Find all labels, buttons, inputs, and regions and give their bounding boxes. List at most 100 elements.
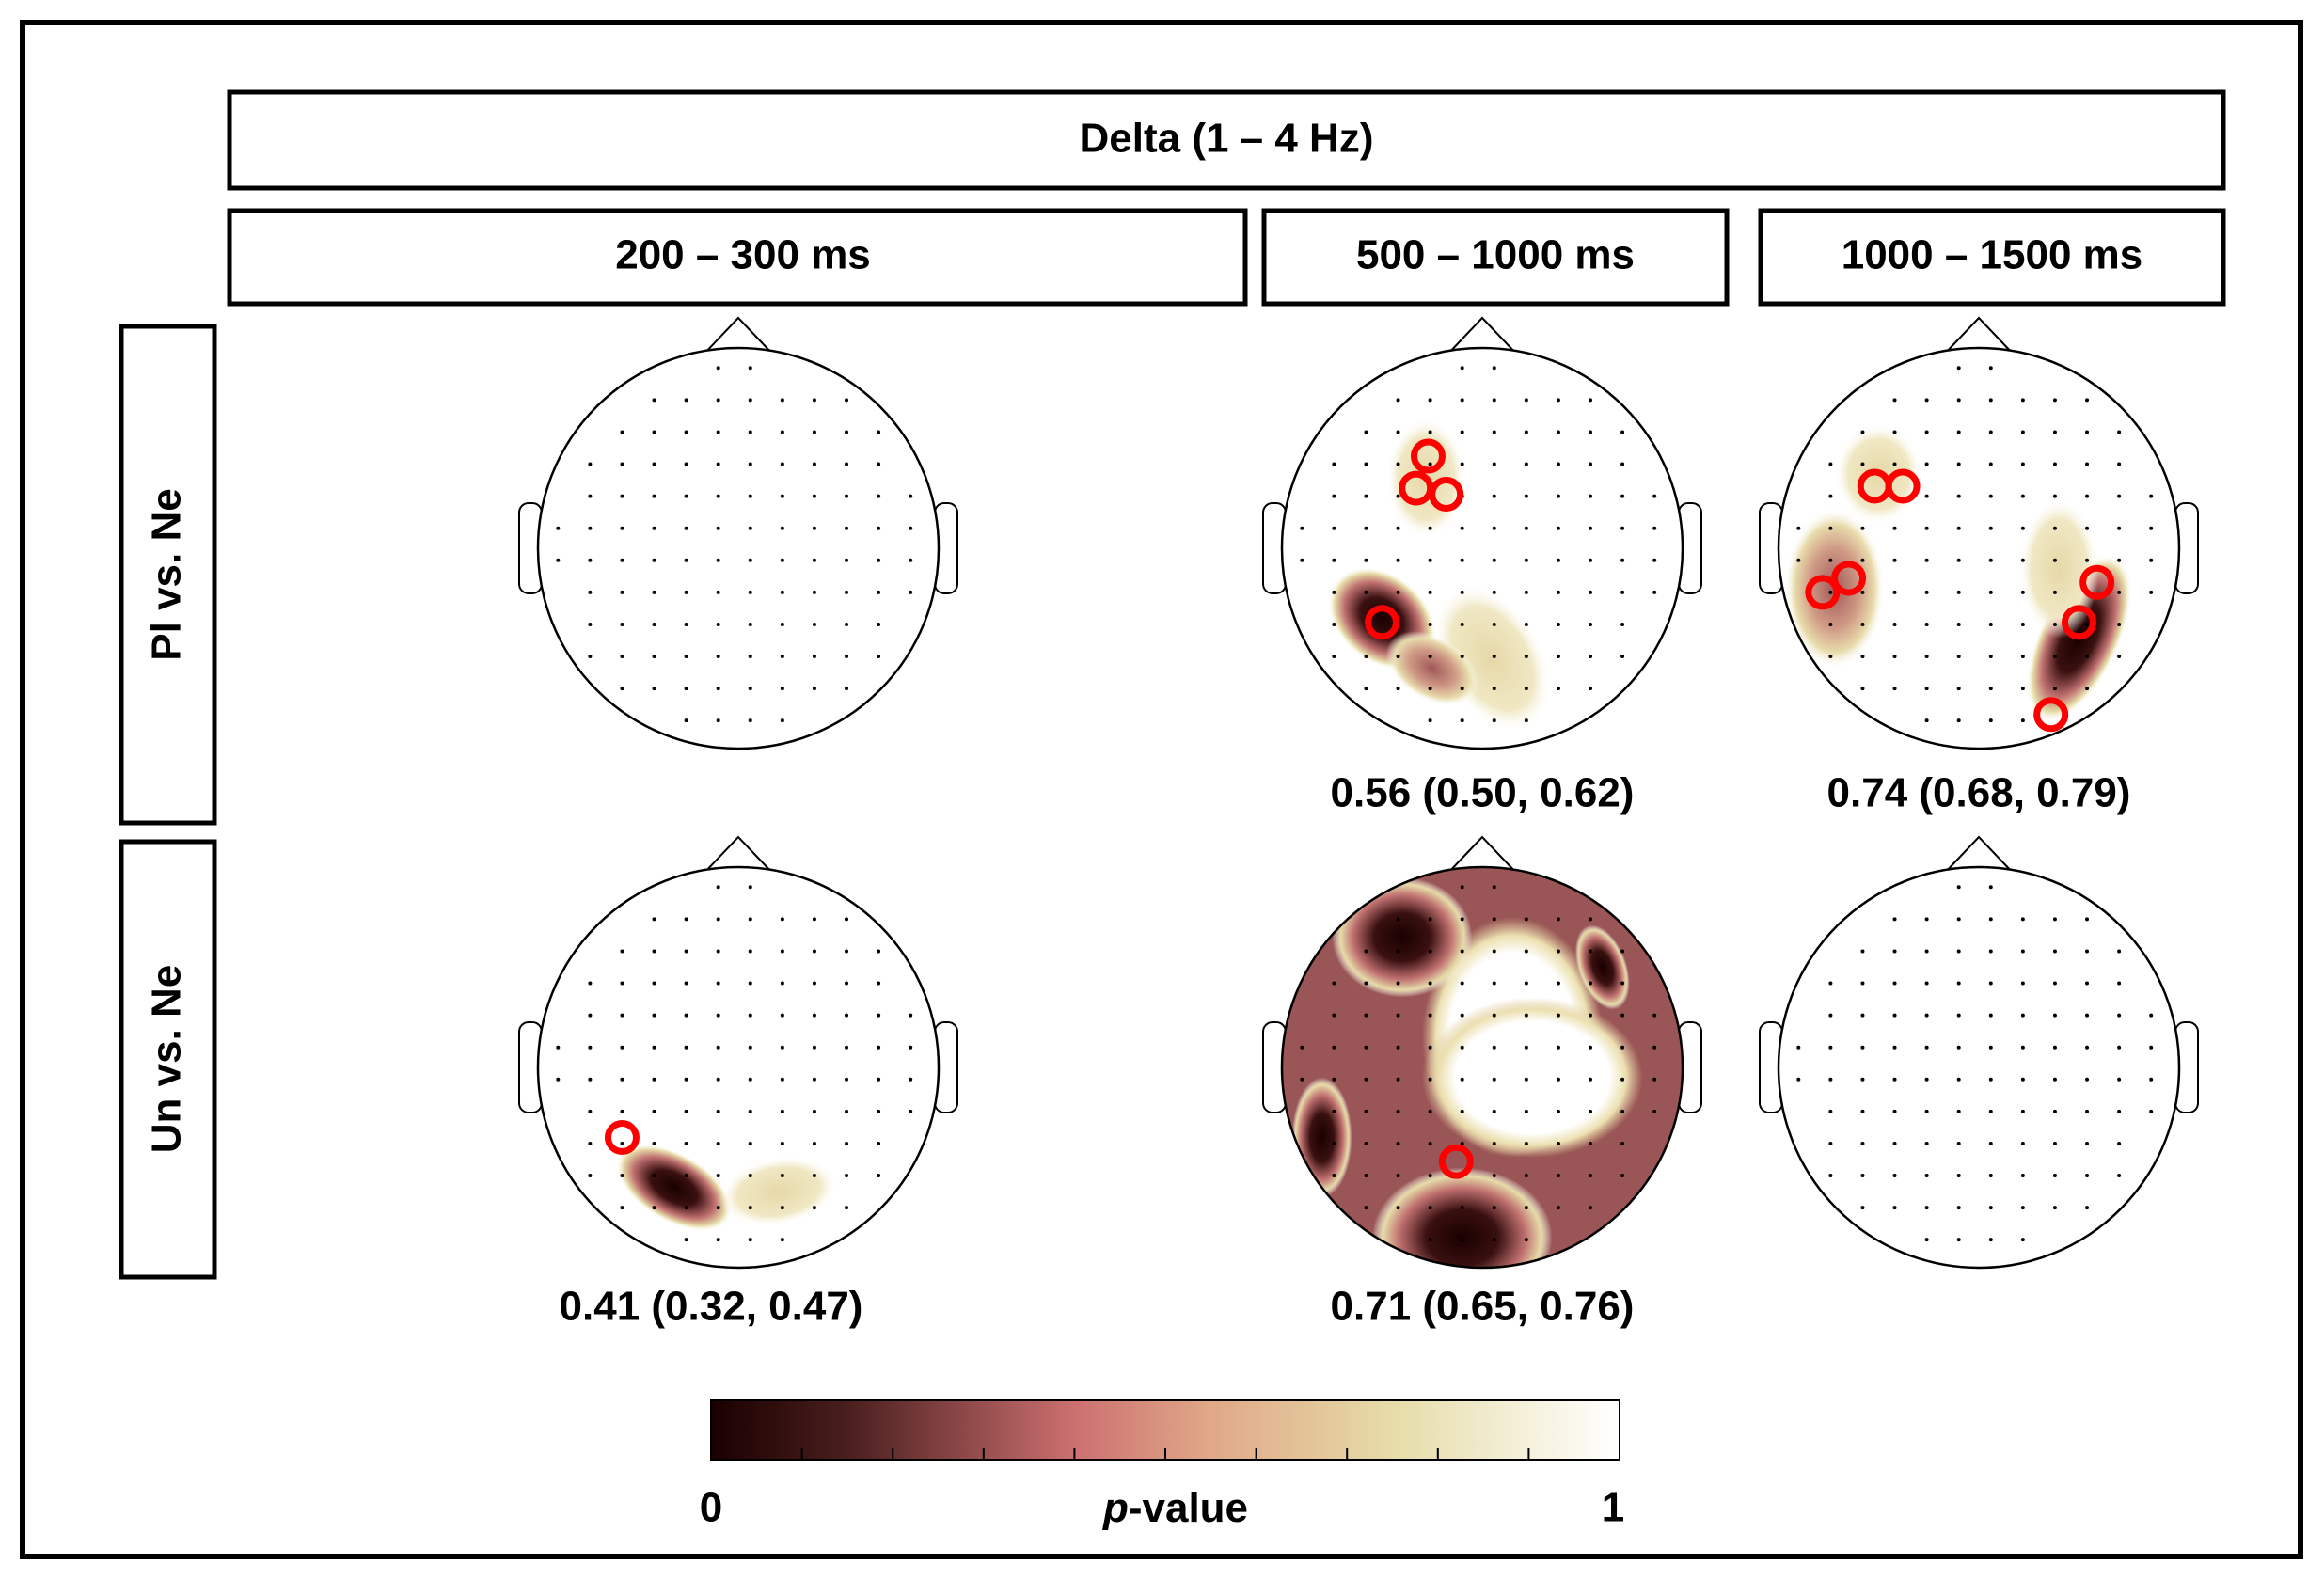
electrode — [652, 398, 656, 403]
electrode — [1828, 1045, 1833, 1050]
electrode — [2052, 687, 2057, 691]
electrode — [1828, 558, 1833, 562]
significant-electrode — [604, 1120, 640, 1156]
electrode — [716, 655, 720, 659]
electrode — [716, 885, 720, 890]
electrode — [1556, 430, 1560, 434]
electrode — [1956, 1013, 1961, 1018]
significant-electrode — [1438, 1144, 1474, 1179]
electrode — [845, 917, 849, 922]
electrode — [1924, 949, 1929, 954]
electrode — [1332, 1174, 1336, 1178]
electrode — [1796, 1045, 1801, 1050]
electrode — [2085, 430, 2090, 434]
electrode — [1620, 430, 1625, 434]
electrode — [2085, 398, 2090, 403]
electrode — [1589, 398, 1593, 403]
electrode — [1460, 398, 1464, 403]
electrode — [845, 1109, 849, 1113]
electrode — [2020, 622, 2025, 626]
head-outline — [536, 346, 941, 750]
electrode — [1460, 590, 1464, 594]
topomap — [1262, 316, 1702, 750]
electrode — [748, 526, 752, 530]
electrode — [1860, 981, 1865, 986]
electrode — [1492, 949, 1496, 954]
electrode — [812, 1077, 816, 1082]
electrode — [1364, 949, 1368, 954]
electrode — [1524, 949, 1528, 954]
electrode — [909, 558, 913, 562]
electrode — [780, 1109, 784, 1113]
electrode — [1460, 1109, 1464, 1113]
blobs — [616, 1144, 838, 1232]
electrode — [1860, 462, 1865, 466]
electrode — [845, 494, 849, 498]
electrode — [1828, 1077, 1833, 1082]
electrode — [1924, 917, 1929, 922]
electrode — [1556, 1013, 1560, 1018]
electrode — [620, 1141, 624, 1145]
electrode — [780, 558, 784, 562]
blob — [2018, 497, 2099, 639]
electrode — [780, 1174, 784, 1178]
electrode — [748, 462, 752, 466]
electrode — [877, 462, 881, 466]
electrode — [748, 430, 752, 434]
electrode — [748, 718, 752, 723]
electrode — [1892, 430, 1897, 434]
electrode — [2020, 917, 2025, 922]
electrode — [1924, 462, 1929, 466]
significant-electrode — [1831, 561, 1867, 596]
electrode — [1956, 1141, 1961, 1145]
electrode — [716, 949, 720, 954]
electrode — [877, 558, 881, 562]
electrode — [652, 558, 656, 562]
electrode — [684, 494, 688, 498]
electrode — [845, 1077, 849, 1082]
electrode — [748, 981, 752, 986]
electrode — [1956, 494, 1961, 498]
electrode — [716, 1141, 720, 1145]
electrode — [1492, 718, 1496, 723]
electrode — [780, 949, 784, 954]
electrode — [1492, 1206, 1496, 1210]
electrode — [1428, 462, 1432, 466]
electrode — [1956, 590, 1961, 594]
electrode — [1892, 655, 1897, 659]
electrode — [1524, 622, 1528, 626]
electrode — [780, 622, 784, 626]
electrode — [684, 1045, 688, 1050]
electrode — [812, 1045, 816, 1050]
electrode — [1396, 526, 1400, 530]
electrode — [1396, 1045, 1400, 1050]
electrode — [1524, 430, 1528, 434]
electrode — [684, 981, 688, 986]
electrode — [1924, 1013, 1929, 1018]
electrode — [1589, 1045, 1593, 1050]
electrode — [556, 558, 561, 562]
electrode — [1796, 526, 1801, 530]
electrode — [716, 687, 720, 691]
electrode — [620, 622, 624, 626]
electrode — [1460, 558, 1464, 562]
electrode — [1652, 558, 1657, 562]
head-outline — [1280, 346, 1684, 750]
electrode — [1524, 590, 1528, 594]
electrode — [1988, 366, 1993, 371]
electrode — [1524, 526, 1528, 530]
electrode — [1300, 558, 1304, 562]
nose — [1942, 835, 2016, 876]
electrode — [1892, 687, 1897, 691]
column-label: 1000 – 1500 ms — [1842, 232, 2143, 278]
electrode — [1620, 1045, 1625, 1050]
electrode — [1492, 917, 1496, 922]
electrode — [812, 526, 816, 530]
electrode — [1460, 949, 1464, 954]
electrode — [684, 1013, 688, 1018]
colorbar-label-rest: -value — [1129, 1485, 1248, 1531]
blob — [1574, 924, 1630, 1010]
electrode — [684, 462, 688, 466]
electrode — [1589, 981, 1593, 986]
electrode — [1892, 981, 1897, 986]
